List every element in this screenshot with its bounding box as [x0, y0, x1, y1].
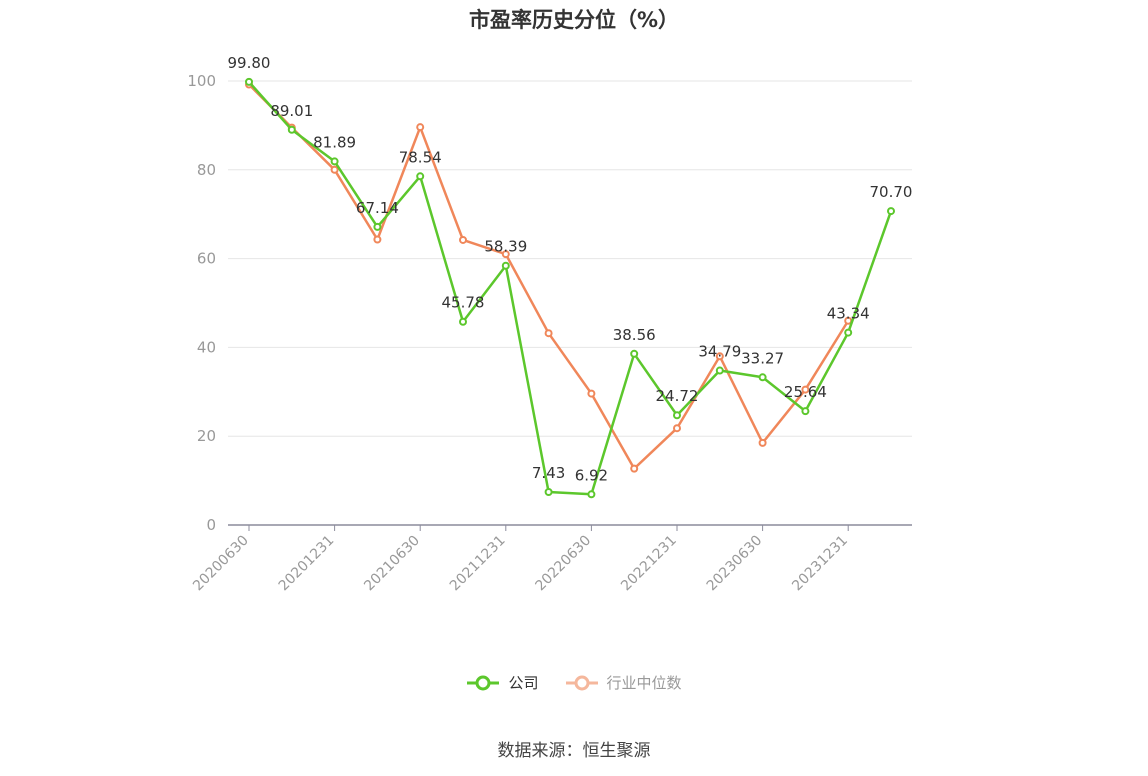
- x-tick-label: 20231231: [789, 533, 851, 595]
- series-line: [248, 81, 893, 496]
- company-data-point: [373, 222, 382, 231]
- data-label: 89.01: [270, 102, 313, 120]
- data-label: 6.92: [575, 466, 608, 484]
- data-label: 99.80: [228, 54, 271, 72]
- x-tick-label: 20200630: [190, 533, 252, 595]
- company-data-point: [245, 77, 253, 86]
- company-data-point: [587, 490, 596, 499]
- legend-label-industry: 行业中位数: [606, 674, 682, 692]
- company-data-point: [287, 125, 296, 134]
- company-series: [245, 77, 895, 499]
- data-label: 81.89: [313, 133, 356, 151]
- industry-data-point: [416, 123, 425, 132]
- chart-title: 市盈率历史分位（%）: [468, 8, 680, 32]
- legend-item-industry[interactable]: 行业中位数: [565, 672, 682, 693]
- data-label: 78.54: [399, 148, 442, 166]
- x-tick-label: 20220630: [533, 533, 595, 595]
- data-source: 数据来源：恒生聚源: [497, 741, 651, 761]
- legend: 公司 行业中位数: [0, 672, 1148, 693]
- data-label: 33.27: [741, 349, 784, 367]
- data-label: 67.14: [356, 199, 399, 217]
- industry-data-point: [459, 235, 467, 244]
- company-data-point: [544, 488, 553, 497]
- x-tick-label: 20230630: [704, 533, 766, 595]
- company-data-point: [844, 328, 853, 337]
- industry-data-point: [801, 385, 810, 394]
- data-label: 7.43: [532, 464, 565, 482]
- legend-item-company[interactable]: 公司: [466, 672, 539, 693]
- data-label: 70.70: [870, 183, 913, 201]
- company-data-point: [630, 349, 639, 358]
- industry-data-point: [373, 235, 382, 244]
- y-tick-label: 80: [197, 161, 216, 179]
- industry-data-point: [587, 389, 596, 398]
- industry-data-point: [630, 464, 639, 473]
- company-data-point: [416, 172, 425, 181]
- data-label: 38.56: [613, 326, 656, 344]
- data-label: 45.78: [442, 294, 485, 312]
- x-tick-label: 20210630: [361, 533, 423, 595]
- industry-data-point: [673, 424, 681, 433]
- y-tick-label: 100: [187, 72, 216, 90]
- data-label: 24.72: [656, 387, 699, 405]
- y-tick-label: 0: [206, 516, 216, 534]
- legend-label-company: 公司: [508, 674, 539, 692]
- industry-data-point: [501, 250, 510, 259]
- y-axis-ticks: 0 20 40 60 80 100: [187, 72, 216, 534]
- company-data-point: [673, 411, 681, 420]
- data-label: 43.34: [827, 305, 870, 323]
- company-data-point: [330, 157, 339, 166]
- company-data-point: [459, 317, 467, 326]
- y-tick-label: 20: [197, 427, 216, 445]
- data-label: 58.39: [484, 238, 527, 256]
- company-data-point: [715, 366, 724, 375]
- company-data-point: [801, 407, 810, 416]
- data-label: 34.79: [698, 343, 741, 361]
- industry-data-point: [758, 438, 767, 447]
- company-data-point: [758, 373, 767, 382]
- industry-data-point: [544, 329, 553, 338]
- grid-lines: [228, 80, 912, 437]
- company-data-point: [501, 261, 510, 270]
- data-label: 25.64: [784, 383, 827, 401]
- industry-data-point: [715, 352, 724, 361]
- industry-data-point: [330, 165, 339, 174]
- company-data-point: [887, 207, 895, 216]
- y-tick-label: 60: [197, 250, 216, 268]
- legend-line-circle-icon: [565, 675, 598, 690]
- x-axis: 20200630 20201231 20210630 20211231 20220630…: [190, 524, 912, 595]
- y-tick-label: 40: [197, 338, 216, 356]
- x-tick-label: 20201231: [276, 533, 338, 595]
- x-tick-label: 20211231: [447, 533, 509, 595]
- x-tick-label: 20221231: [618, 533, 680, 595]
- legend-line-circle-icon: [467, 675, 500, 690]
